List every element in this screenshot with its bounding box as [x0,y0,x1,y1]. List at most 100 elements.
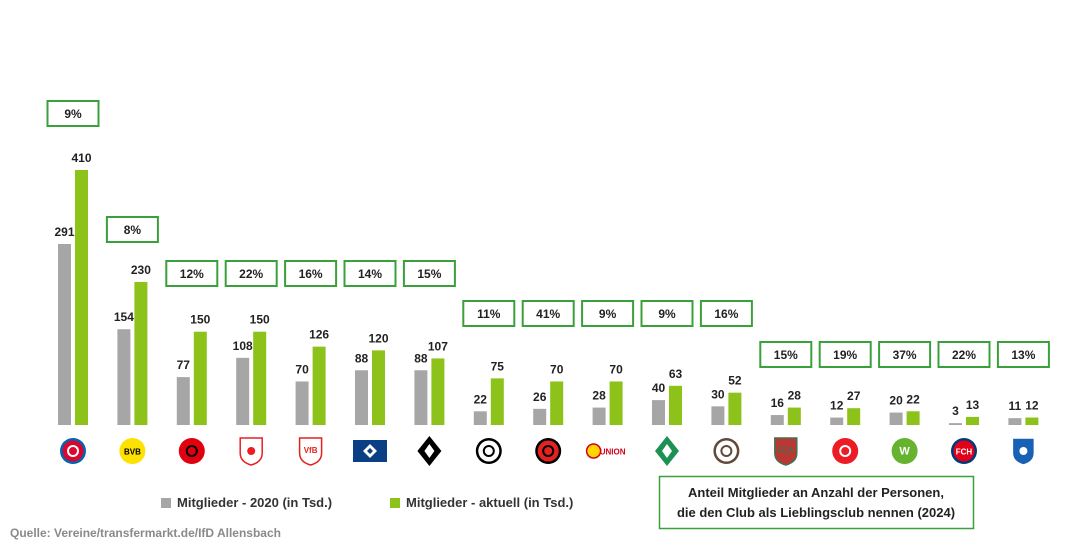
bayern-munich-logo-disc [62,440,84,462]
share-box-12 [759,341,813,368]
bayer-leverkusen-logo-emblem [542,445,555,457]
union-berlin-logo-mark: UNION [600,448,626,457]
gladbach-logo [417,436,442,466]
value-label-aktuell-0: 410 [71,151,91,165]
fc-augsburg-logo: FCA [774,437,798,466]
bar-2020-3 [236,357,250,425]
bar-2020-4 [295,381,309,425]
value-label-aktuell-14: 22 [906,392,920,406]
fc-heidenheim-logo-mark: FCH [956,448,973,457]
bar-2020-0 [58,244,71,425]
share-box-5 [343,260,397,287]
bvb-logo: BVB [119,438,146,464]
vfb-stuttgart-logo-shield [298,437,323,466]
bar-2020-15 [949,423,962,425]
bar-aktuell-11 [728,392,742,425]
share-box-9 [581,300,635,327]
legend: Mitglieder - 2020 (in Tsd.) Mitglieder -… [161,495,573,510]
bar-2020-6 [414,370,428,425]
vfb-stuttgart-logo: VfB [298,437,323,466]
bar-2020-11 [711,406,725,425]
hamburger-sv-logo [353,440,387,462]
share-box-7 [462,300,516,327]
share-box-14 [878,341,932,368]
value-label-2020-5: 88 [355,351,369,365]
union-berlin-logo-emblem [585,443,602,459]
st-pauli-logo [713,438,740,464]
share-label-9: 9% [599,307,617,321]
value-label-aktuell-6: 107 [428,339,448,353]
value-label-aktuell-11: 52 [728,374,742,388]
bar-2020-2 [176,377,190,425]
value-label-2020-15: 3 [952,404,959,418]
share-box-16 [996,341,1050,368]
value-label-aktuell-5: 120 [368,331,388,345]
annotation-line-1: Anteil Mitglieder an Anzahl der Personen… [688,485,944,500]
legend-label-aktuell: Mitglieder - aktuell (in Tsd.) [406,495,573,510]
share-label-12: 15% [774,348,798,362]
share-label-4: 16% [299,267,323,281]
vfb-stuttgart-logo-mark: VfB [304,446,318,455]
share-label-7: 11% [477,307,501,321]
bvb-logo-mark: BVB [124,448,141,457]
hoffenheim-logo-emblem [1019,447,1028,455]
value-label-aktuell-3: 150 [250,313,270,327]
value-label-2020-12: 16 [771,396,785,410]
value-label-2020-4: 70 [295,362,309,376]
bar-aktuell-15 [966,416,979,425]
value-label-aktuell-16: 12 [1025,399,1039,413]
share-label-11: 16% [714,307,738,321]
hamburger-sv-logo-diamond-inner [367,448,373,454]
bar-aktuell-5 [372,350,385,425]
share-label-0: 9% [64,107,82,121]
share-label-2: 12% [180,267,204,281]
value-label-2020-16: 11 [1009,399,1022,413]
bar-aktuell-12 [787,407,801,425]
value-label-2020-13: 12 [830,399,844,413]
value-label-aktuell-12: 28 [788,389,802,403]
share-box-13 [818,341,872,368]
bar-aktuell-14 [906,411,920,425]
eintracht-frankfurt-logo-emblem [185,445,198,457]
share-label-6: 15% [417,267,441,281]
st-pauli-logo-disc [715,440,737,462]
value-label-aktuell-10: 63 [669,367,683,381]
bayer-leverkusen-logo-disc [537,440,559,462]
club-logo-layer: BVB VfB UNION FCA W FCH [60,436,1036,466]
annotation-frame [658,475,975,530]
share-label-3: 22% [239,267,263,281]
value-label-aktuell-15: 13 [966,398,980,412]
mainz-05-logo [832,438,859,464]
bar-2020-8 [533,408,547,425]
value-label-2020-1: 154 [114,310,134,324]
werder-bremen-logo [655,436,679,466]
bar-aktuell-4 [312,346,326,425]
bar-aktuell-13 [847,408,861,425]
share-label-5: 14% [358,267,382,281]
bar-aktuell-0 [75,170,88,425]
sc-freiburg-logo-emblem [482,445,495,457]
bar-2020-10 [652,400,665,425]
bar-aktuell-6 [431,358,445,425]
bayern-munich-logo [60,438,86,464]
bar-2020-16 [1008,418,1022,425]
bar-aktuell-7 [490,378,504,425]
gladbach-logo-emblem [424,444,435,458]
legend-swatch-2020 [161,498,171,508]
value-label-aktuell-1: 230 [131,263,151,277]
bar-2020-5 [355,370,368,425]
bar-aktuell-8 [550,381,564,425]
value-label-2020-3: 108 [233,339,253,353]
share-label-15: 22% [952,348,976,362]
value-label-2020-9: 28 [592,389,606,403]
bar-2020-14 [889,412,903,425]
share-box-10 [640,300,694,327]
fc-koeln-logo [239,437,263,466]
share-box-15 [937,341,991,368]
annotation-line-2: die den Club als Lieblingsclub nennen (2… [677,505,955,520]
value-label-2020-8: 26 [533,390,547,404]
share-label-14: 37% [893,348,917,362]
bar-aktuell-16 [1025,417,1039,425]
value-label-aktuell-8: 70 [550,362,564,376]
